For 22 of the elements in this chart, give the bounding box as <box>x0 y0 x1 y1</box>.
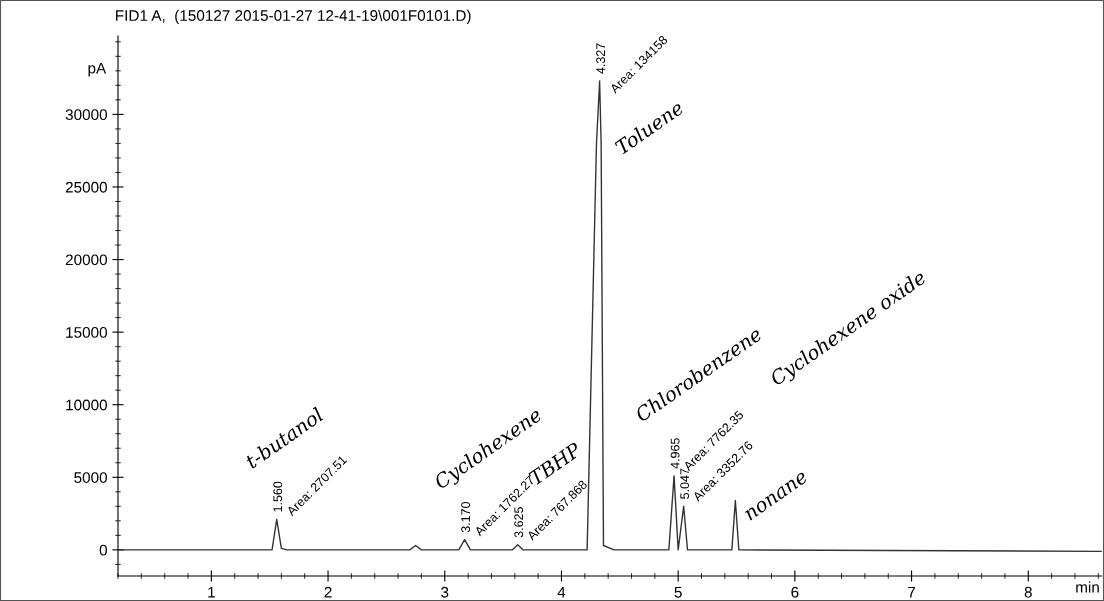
annotation: 4.327 <box>596 43 606 74</box>
x-tick-label: 4 <box>557 586 566 598</box>
y-tick-label: 15000 <box>66 327 107 338</box>
y-tick-label: 10000 <box>66 399 107 411</box>
x-tick-label: 1 <box>208 586 215 598</box>
y-tick-label: 5000 <box>74 472 107 483</box>
y-tick-label: 30000 <box>65 109 107 121</box>
y-tick-label: 25000 <box>65 181 107 193</box>
annotation: 3.170 <box>461 501 471 533</box>
annotation: 1.560 <box>273 481 283 512</box>
annotation: 4.965 <box>670 438 680 469</box>
x-tick-label: 8 <box>1024 586 1032 598</box>
x-tick-label: 6 <box>791 586 799 598</box>
chart-title: FID1 A, (150127 2015-01-27 12-41-19\001F0101.D) <box>116 9 471 24</box>
y-tick-label: 20000 <box>65 254 107 266</box>
x-tick-label: 7 <box>908 586 916 598</box>
x-tick-label: 5 <box>674 586 682 598</box>
x-tick-label: 2 <box>324 586 332 598</box>
x-axis-title: min <box>1076 581 1099 593</box>
y-tick-label: 0 <box>99 544 107 556</box>
x-tick-label: 3 <box>441 586 449 598</box>
y-axis-title: pA <box>88 62 107 77</box>
